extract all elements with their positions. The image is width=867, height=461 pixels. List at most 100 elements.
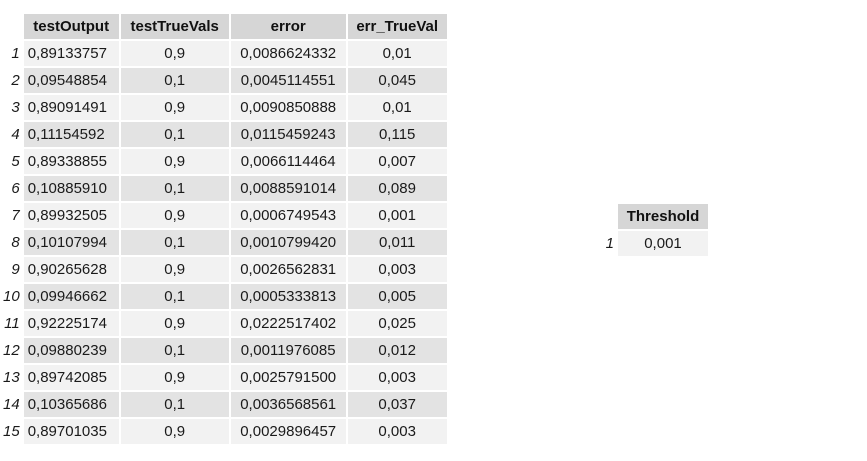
error-cell[interactable]: 0,0006749543: [230, 203, 346, 228]
results-table-body: 1 0,89133757 0,9 0,0086624332 0,01 2 0,0954885…: [3, 41, 447, 444]
row-index: 6: [11, 180, 20, 197]
testtruevals-cell[interactable]: 0,1: [120, 122, 229, 147]
testtruevals-cell[interactable]: 0,9: [120, 203, 229, 228]
error-cell[interactable]: 0,0115459243: [230, 122, 346, 147]
error-cell[interactable]: 0,0025791500: [230, 365, 346, 390]
err-trueval-cell[interactable]: 0,003: [347, 365, 447, 390]
testoutput-cell[interactable]: 0,09880239: [23, 338, 119, 363]
testtruevals-cell[interactable]: 0,9: [120, 95, 229, 120]
threshold-row: 1 0,001: [602, 231, 708, 256]
threshold-value-cell[interactable]: 0,001: [618, 231, 708, 256]
testtruevals-cell[interactable]: 0,1: [120, 68, 229, 93]
err-trueval-cell[interactable]: 0,012: [347, 338, 447, 363]
table-row: 13 0,89742085 0,9 0,0025791500 0,003: [3, 365, 447, 390]
err-trueval-cell[interactable]: 0,007: [347, 149, 447, 174]
row-index-header: [3, 14, 22, 39]
column-header-testoutput[interactable]: testOutput: [23, 14, 119, 39]
row-index: 8: [11, 234, 20, 251]
err-trueval-cell[interactable]: 0,01: [347, 95, 447, 120]
err-trueval-cell[interactable]: 0,003: [347, 419, 447, 444]
testoutput-cell[interactable]: 0,09548854: [23, 68, 119, 93]
table-row: 12 0,09880239 0,1 0,0011976085 0,012: [3, 338, 447, 363]
err-trueval-cell[interactable]: 0,115: [347, 122, 447, 147]
testoutput-cell[interactable]: 0,09946662: [23, 284, 119, 309]
table-row: 15 0,89701035 0,9 0,0029896457 0,003: [3, 419, 447, 444]
row-index: 2: [11, 72, 20, 89]
row-index: 1: [11, 45, 20, 62]
testoutput-cell[interactable]: 0,89338855: [23, 149, 119, 174]
err-trueval-cell[interactable]: 0,011: [347, 230, 447, 255]
column-header-threshold[interactable]: Threshold: [618, 204, 708, 229]
table-row: 4 0,11154592 0,1 0,0115459243 0,115: [3, 122, 447, 147]
err-trueval-cell[interactable]: 0,037: [347, 392, 447, 417]
testtruevals-cell[interactable]: 0,1: [120, 284, 229, 309]
testoutput-cell[interactable]: 0,10365686: [23, 392, 119, 417]
row-index: 5: [11, 153, 20, 170]
testtruevals-cell[interactable]: 0,9: [120, 419, 229, 444]
testtruevals-cell[interactable]: 0,9: [120, 41, 229, 66]
testtruevals-cell[interactable]: 0,9: [120, 365, 229, 390]
testtruevals-cell[interactable]: 0,1: [120, 392, 229, 417]
testoutput-cell[interactable]: 0,11154592: [23, 122, 119, 147]
testtruevals-cell[interactable]: 0,9: [120, 149, 229, 174]
error-cell[interactable]: 0,0036568561: [230, 392, 346, 417]
error-cell[interactable]: 0,0066114464: [230, 149, 346, 174]
error-cell[interactable]: 0,0005333813: [230, 284, 346, 309]
testoutput-cell[interactable]: 0,92225174: [23, 311, 119, 336]
table-row: 2 0,09548854 0,1 0,0045114551 0,045: [3, 68, 447, 93]
table-row: 14 0,10365686 0,1 0,0036568561 0,037: [3, 392, 447, 417]
table-row: 1 0,89133757 0,9 0,0086624332 0,01: [3, 41, 447, 66]
testoutput-cell[interactable]: 0,89091491: [23, 95, 119, 120]
row-index: 1: [605, 235, 614, 252]
error-cell[interactable]: 0,0222517402: [230, 311, 346, 336]
testtruevals-cell[interactable]: 0,1: [120, 176, 229, 201]
testoutput-cell[interactable]: 0,90265628: [23, 257, 119, 282]
table-row: 9 0,90265628 0,9 0,0026562831 0,003: [3, 257, 447, 282]
threshold-row-index-header: [602, 204, 616, 229]
row-index: 15: [3, 423, 20, 440]
error-cell[interactable]: 0,0026562831: [230, 257, 346, 282]
err-trueval-cell[interactable]: 0,01: [347, 41, 447, 66]
error-cell[interactable]: 0,0029896457: [230, 419, 346, 444]
err-trueval-cell[interactable]: 0,003: [347, 257, 447, 282]
table-row: 8 0,10107994 0,1 0,0010799420 0,011: [3, 230, 447, 255]
table-row: 6 0,10885910 0,1 0,0088591014 0,089: [3, 176, 447, 201]
testoutput-cell[interactable]: 0,89701035: [23, 419, 119, 444]
threshold-header-row: Threshold: [602, 204, 708, 229]
testtruevals-cell[interactable]: 0,9: [120, 311, 229, 336]
table-row: 7 0,89932505 0,9 0,0006749543 0,001: [3, 203, 447, 228]
column-header-testtruevals[interactable]: testTrueVals: [120, 14, 229, 39]
err-trueval-cell[interactable]: 0,025: [347, 311, 447, 336]
testoutput-cell[interactable]: 0,10107994: [23, 230, 119, 255]
testoutput-cell[interactable]: 0,10885910: [23, 176, 119, 201]
column-header-err-trueval[interactable]: err_TrueVal: [347, 14, 447, 39]
err-trueval-cell[interactable]: 0,045: [347, 68, 447, 93]
error-cell[interactable]: 0,0011976085: [230, 338, 346, 363]
row-index: 7: [11, 207, 20, 224]
table-row: 11 0,92225174 0,9 0,0222517402 0,025: [3, 311, 447, 336]
error-cell[interactable]: 0,0086624332: [230, 41, 346, 66]
testoutput-cell[interactable]: 0,89932505: [23, 203, 119, 228]
err-trueval-cell[interactable]: 0,089: [347, 176, 447, 201]
error-cell[interactable]: 0,0088591014: [230, 176, 346, 201]
err-trueval-cell[interactable]: 0,001: [347, 203, 447, 228]
results-table: testOutput testTrueVals error err_TrueVa…: [1, 12, 449, 446]
testoutput-cell[interactable]: 0,89133757: [23, 41, 119, 66]
error-cell[interactable]: 0,0090850888: [230, 95, 346, 120]
threshold-table: Threshold 1 0,001: [600, 202, 710, 258]
err-trueval-cell[interactable]: 0,005: [347, 284, 447, 309]
error-cell[interactable]: 0,0045114551: [230, 68, 346, 93]
table-row: 5 0,89338855 0,9 0,0066114464 0,007: [3, 149, 447, 174]
row-index: 9: [11, 261, 20, 278]
testoutput-cell[interactable]: 0,89742085: [23, 365, 119, 390]
row-index: 3: [11, 99, 20, 116]
row-index: 14: [3, 396, 20, 413]
testtruevals-cell[interactable]: 0,1: [120, 338, 229, 363]
row-index: 12: [3, 342, 20, 359]
column-header-error[interactable]: error: [230, 14, 346, 39]
error-cell[interactable]: 0,0010799420: [230, 230, 346, 255]
testtruevals-cell[interactable]: 0,1: [120, 230, 229, 255]
testtruevals-cell[interactable]: 0,9: [120, 257, 229, 282]
header-row: testOutput testTrueVals error err_TrueVa…: [3, 14, 447, 39]
row-index: 4: [11, 126, 20, 143]
